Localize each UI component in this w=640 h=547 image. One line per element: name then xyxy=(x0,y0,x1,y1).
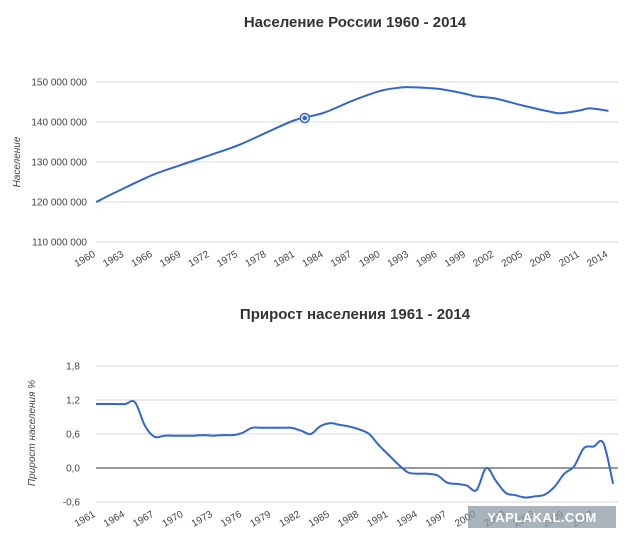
population-x-tick-label: 1993 xyxy=(386,249,411,270)
population-x-tick-label: 2011 xyxy=(557,249,582,269)
growth-gridlines xyxy=(96,365,618,503)
watermark-background xyxy=(468,506,616,528)
growth-x-tick-label: 1982 xyxy=(278,509,303,530)
population-y-tick-label: 130 000 000 xyxy=(31,158,87,169)
population-x-tick-label: 1978 xyxy=(244,249,269,270)
population-y-tick-label: 120 000 000 xyxy=(31,198,87,209)
population-x-tick-label: 1987 xyxy=(329,249,354,270)
population-y-axis-label: Население xyxy=(12,136,23,187)
population-x-tick-label: 1981 xyxy=(272,249,297,270)
population-x-tick-label: 1999 xyxy=(443,249,468,270)
growth-x-tick-label: 1967 xyxy=(131,509,156,530)
population-y-tick-label: 110 000 000 xyxy=(32,238,87,249)
growth-y-tick-label: 1,2 xyxy=(66,396,80,407)
watermark: YAPLAKAL.COM xyxy=(468,506,616,528)
population-x-tick-label: 2014 xyxy=(585,249,610,270)
growth-x-tick-label: 1988 xyxy=(336,509,361,530)
growth-x-tick-label: 1964 xyxy=(102,509,127,530)
growth-y-axis-label: Прирост населения % xyxy=(27,380,38,486)
population-y-tick-label: 150 000 000 xyxy=(31,78,87,89)
population-x-tick-label: 1966 xyxy=(130,249,155,270)
population-x-tick-label: 1996 xyxy=(414,249,439,270)
growth-y-tick-label: 1,8 xyxy=(66,362,80,373)
population-x-tick-label: 1975 xyxy=(215,249,240,270)
watermark-text: YAPLAKAL.COM xyxy=(487,510,597,525)
growth-series-line xyxy=(95,400,615,499)
population-x-tick-label: 1969 xyxy=(158,249,183,270)
growth-x-tick-label: 1961 xyxy=(73,509,98,530)
population-y-ticks: 110 000 000 120 000 000 130 000 000 140 000… xyxy=(31,78,87,249)
growth-y-tick-label: 0,0 xyxy=(66,464,80,475)
growth-x-tick-label: 1979 xyxy=(248,509,273,530)
population-x-tick-label: 2008 xyxy=(528,249,553,270)
growth-x-tick-label: 1991 xyxy=(365,509,390,530)
population-x-tick-label: 1960 xyxy=(73,249,98,270)
population-series-line xyxy=(95,86,609,203)
growth-x-tick-label: 1976 xyxy=(219,509,244,530)
population-y-tick-label: 140 000 000 xyxy=(31,118,87,129)
growth-y-tick-label: 0,6 xyxy=(66,430,80,441)
population-highlight-point[interactable] xyxy=(299,112,311,124)
population-x-ticks: 1960 1963 1966 1969 1972 1975 1978 1981 1984 1987… xyxy=(73,249,611,270)
population-chart-title: Население России 1960 - 2014 xyxy=(244,14,467,31)
population-highlight-dot xyxy=(302,115,308,121)
growth-y-ticks: -0,6 0,0 0,6 1,2 1,8 xyxy=(63,362,81,509)
population-x-tick-label: 1984 xyxy=(301,249,326,270)
population-x-tick-label: 2002 xyxy=(471,249,496,270)
growth-x-tick-label: 1970 xyxy=(161,509,186,530)
growth-y-tick-label: -0,6 xyxy=(63,498,81,509)
growth-x-tick-label: 1985 xyxy=(307,509,332,530)
growth-x-tick-label: 1997 xyxy=(424,509,449,530)
population-x-tick-label: 1972 xyxy=(187,249,212,270)
growth-x-tick-label: 1973 xyxy=(190,509,215,530)
population-x-tick-label: 2005 xyxy=(500,249,525,270)
population-x-tick-label: 1990 xyxy=(357,249,382,270)
population-x-tick-label: 1963 xyxy=(101,249,126,270)
growth-x-tick-label: 1994 xyxy=(395,509,420,530)
population-chart: Население России 1960 - 2014 Население 1… xyxy=(12,14,618,270)
growth-chart-title: Прирост населения 1961 - 2014 xyxy=(240,306,471,323)
growth-chart: Прирост населения 1961 - 2014 Прирост на… xyxy=(27,306,618,530)
population-gridlines xyxy=(96,81,618,243)
